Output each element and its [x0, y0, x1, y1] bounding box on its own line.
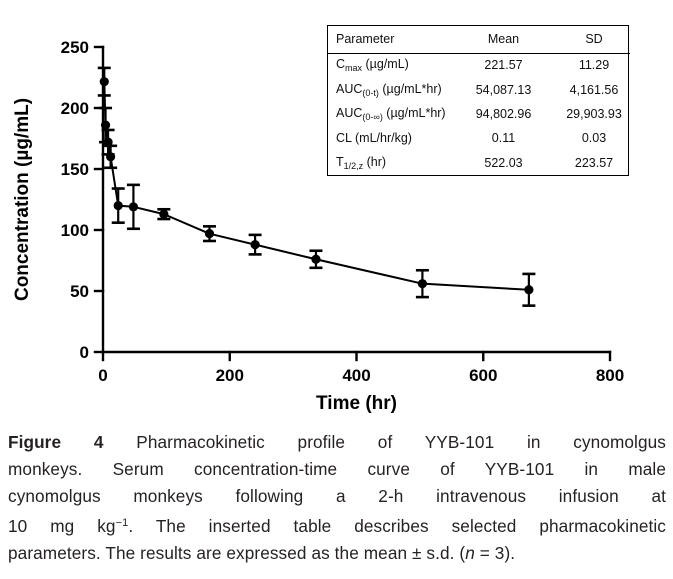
data-point	[100, 120, 111, 130]
caption-text: 10 mg kg	[8, 516, 116, 536]
parameter-text: AUC	[336, 105, 363, 120]
y-tick-label: 150	[61, 160, 89, 179]
x-tick-label: 400	[342, 366, 370, 385]
y-tick-label: 250	[61, 38, 89, 57]
table-row: Cmax (µg/mL) 221.57 11.29	[328, 53, 630, 77]
y-tick-labels: 0 50 100 150 200 250	[61, 38, 105, 362]
sd-cell: 29,903.93	[566, 106, 622, 121]
parameter-text: (µg/mL)	[362, 57, 409, 72]
caption-line: parameters. The results are expressed as…	[8, 540, 666, 567]
data-point	[250, 240, 260, 250]
caption-text: n	[465, 543, 475, 563]
y-tick-label: 50	[70, 282, 89, 301]
data-point	[159, 209, 169, 219]
mean-cell: 54,087.13	[475, 82, 532, 97]
sd-cell: 4,161.56	[569, 82, 619, 97]
table-header-parameter: Parameter	[336, 32, 395, 47]
parameter-text: C	[336, 57, 346, 72]
caption-text: = 3).	[474, 543, 516, 563]
data-point	[99, 77, 109, 87]
parameter-text: AUC	[336, 81, 363, 96]
parameter-text: (µg/mL*hr)	[382, 105, 446, 120]
caption-text: cynomolgus monkeys following a 2-h intra…	[8, 486, 666, 506]
y-tick-label: 100	[61, 221, 89, 240]
parameter-text: CL (mL/hr/kg)	[336, 131, 412, 146]
table-header-sd: SD	[585, 32, 603, 47]
table-row: T1/2,z (hr) 522.03 223.57	[328, 151, 630, 175]
caption-text: monkeys. Serum concentration-time curve …	[8, 459, 666, 479]
table-row: AUC(0-t) (µg/mL*hr) 54,087.13 4,161.56	[328, 77, 630, 101]
x-tick-label: 0	[98, 366, 107, 385]
mean-cell: 221.57	[484, 58, 523, 73]
parameter-cell: T1/2,z (hr)	[328, 151, 449, 175]
data-point	[204, 229, 215, 239]
parameter-cell: AUC(0-∞) (µg/mL*hr)	[328, 102, 449, 126]
parameter-text: (µg/mL*hr)	[378, 81, 442, 96]
mean-cell: 94,802.96	[475, 106, 532, 121]
caption-line: monkeys. Serum concentration-time curve …	[8, 456, 666, 483]
x-tick-label: 600	[469, 366, 497, 385]
parameter-cell: AUC(0-t) (µg/mL*hr)	[328, 77, 449, 101]
caption-text: −1	[115, 517, 129, 529]
parameter-cell: CL (mL/hr/kg)	[328, 126, 449, 150]
x-axis-title: Time (hr)	[316, 393, 397, 414]
parameters-table: Parameter Mean SD Cmax (µg/mL) 221.57 11.2…	[328, 26, 630, 175]
data-point	[106, 152, 116, 162]
caption-line: cynomolgus monkeys following a 2-h intra…	[8, 483, 666, 510]
x-tick-label: 800	[596, 366, 624, 385]
caption-text: parameters. The results are expressed as…	[8, 543, 466, 563]
parameter-subscript: (0-t)	[362, 87, 379, 98]
parameter-text: T	[336, 154, 344, 169]
caption-text: Pharmacokinetic profile of YYB-101 in cy…	[103, 432, 666, 452]
caption-line: Figure 4 Pharmacokinetic profile of YYB-…	[8, 429, 666, 456]
sd-cell: 11.29	[578, 58, 610, 73]
parameter-cell: Cmax (µg/mL)	[328, 53, 449, 77]
sd-cell: 0.03	[581, 131, 607, 146]
caption-line: 10 mg kg−1. The inserted table describes…	[8, 510, 666, 540]
x-tick-labels: 0 200 400 600 800	[98, 350, 624, 385]
parameter-subscript: max	[345, 63, 363, 74]
table-header-mean: Mean	[487, 32, 520, 47]
data-points	[99, 77, 534, 295]
y-tick-label: 200	[61, 99, 89, 118]
figure-caption: Figure 4 Pharmacokinetic profile of YYB-…	[8, 429, 666, 567]
pk-concentration-time-chart: 0 50 100 150 200 250 0 200 400 600 800 Time (hr) Con…	[12, 38, 624, 414]
data-point	[311, 254, 321, 264]
x-tick-label: 200	[216, 366, 244, 385]
y-tick-label: 0	[80, 343, 89, 362]
pk-parameters-table: Parameter Mean SD Cmax (µg/mL) 221.57 11.2…	[327, 25, 630, 176]
data-point	[103, 137, 113, 147]
data-point	[113, 201, 123, 211]
table-row: CL (mL/hr/kg) 0.11 0.03	[328, 126, 630, 150]
table-header-row: Parameter Mean SD	[328, 26, 630, 53]
table-row: AUC(0-∞) (µg/mL*hr) 94,802.96 29,903.93	[328, 102, 630, 126]
caption-text: . The inserted table describes selected …	[128, 516, 666, 536]
mean-cell: 522.03	[484, 155, 523, 170]
y-axis-title: Concentration (µg/mL)	[12, 98, 33, 301]
mean-cell: 0.11	[491, 131, 516, 146]
data-point	[417, 279, 428, 289]
parameter-subscript: (0-∞)	[362, 111, 383, 122]
data-point	[128, 202, 139, 212]
sd-cell: 223.57	[574, 155, 614, 170]
parameter-text: (hr)	[363, 154, 387, 169]
data-point	[524, 285, 534, 295]
parameter-subscript: 1/2,z	[343, 160, 364, 171]
caption-figure-label: Figure 4	[8, 432, 104, 452]
